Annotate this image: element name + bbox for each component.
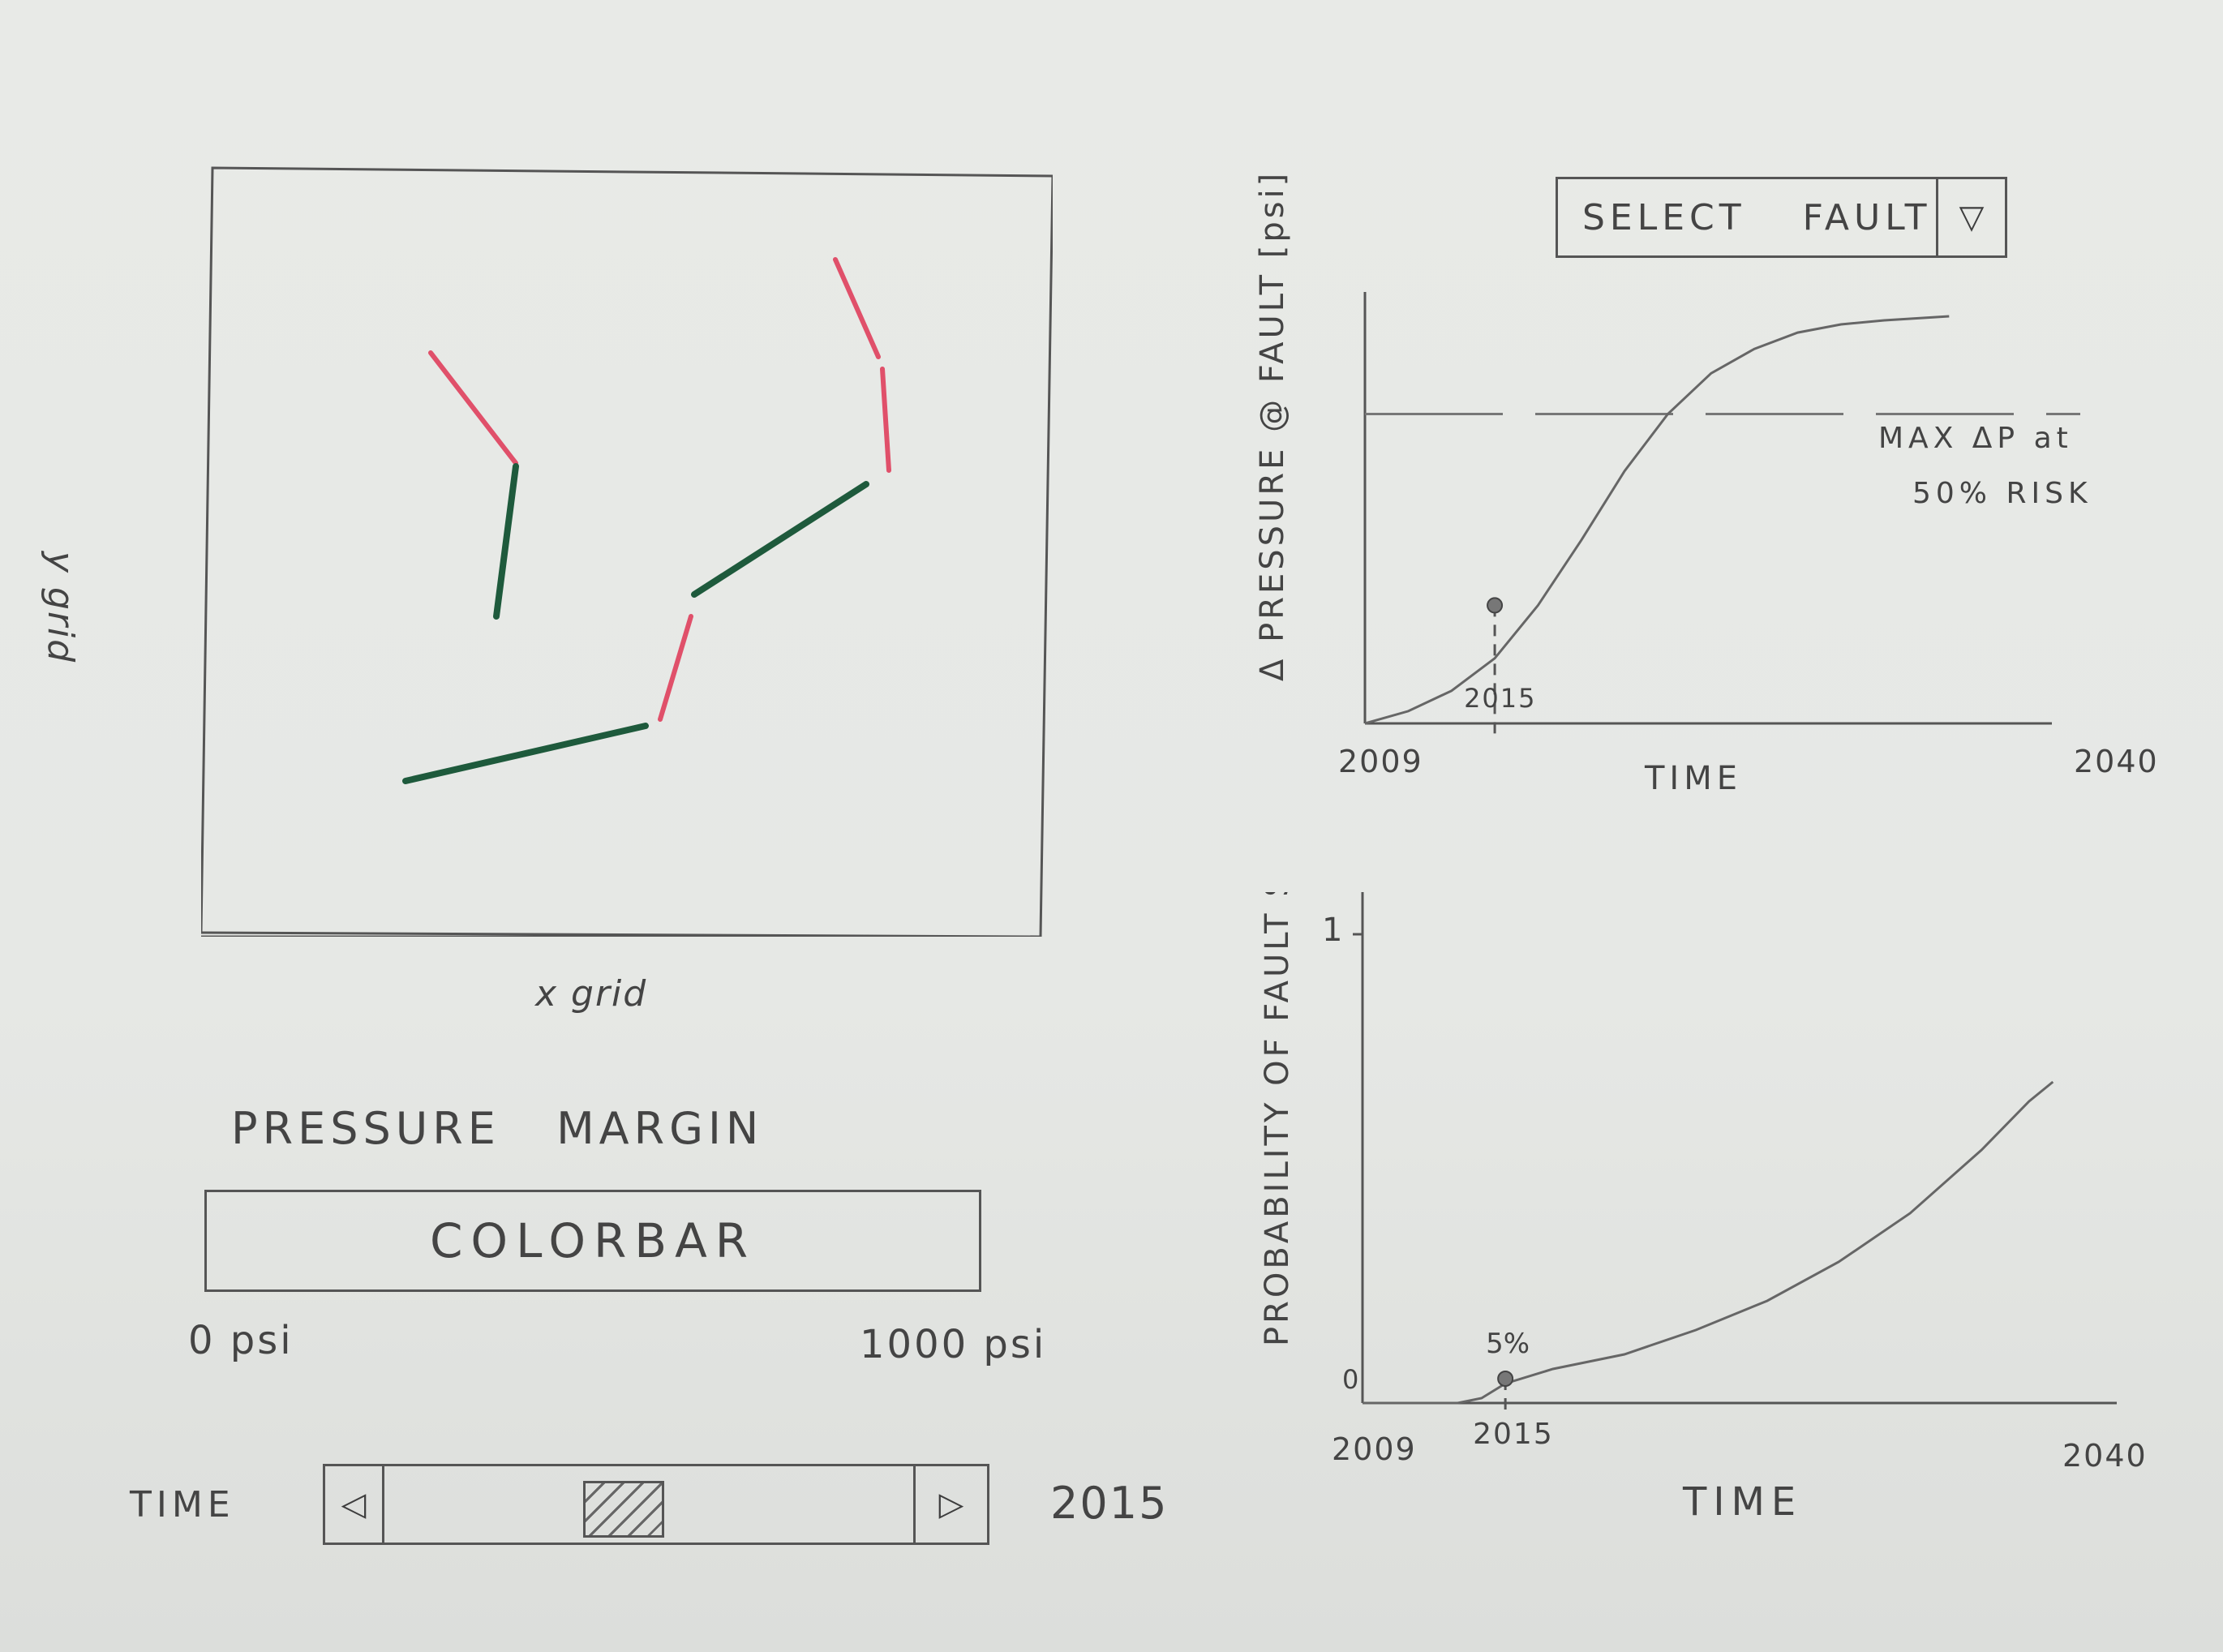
left-triangle-icon: ◁ [341, 1486, 367, 1523]
marker-label: 5% [1486, 1328, 1530, 1360]
colorbar-min-label: 0 psi [188, 1318, 294, 1363]
fault-select-dropdown[interactable]: SELECT FAULT ▽ [1556, 177, 2007, 258]
fault-select-label: SELECT FAULT [1582, 197, 1932, 238]
down-triangle-icon: ▽ [1959, 199, 1985, 236]
probability-series-line [1363, 1080, 2054, 1405]
fault-segment-safe[interactable] [493, 463, 519, 620]
fault-segment-risk[interactable] [658, 614, 693, 722]
tick-label-xmin: 2009 [1338, 744, 1423, 779]
fault-segment-safe[interactable] [402, 723, 649, 784]
probability-y-label: PROBABILITY OF FAULT SLIP [1259, 892, 1296, 1346]
time-next-button[interactable]: ▷ [913, 1466, 987, 1543]
tick-label-marker: 2015 [1473, 1418, 1554, 1451]
time-slider[interactable]: ◁ ▷ [323, 1464, 989, 1545]
threshold-label-line2: 50% RISK [1912, 477, 2092, 510]
probability-chart[interactable]: PROBABILITY OF FAULT SLIP TIME 0 1 2009 201… [1217, 892, 2223, 1622]
map-y-label: y grid [40, 551, 81, 664]
marker-label: 2015 [1464, 683, 1536, 714]
fault-segment-risk[interactable] [833, 257, 881, 359]
tick-label-xmax: 2040 [2062, 1438, 2148, 1474]
time-value: 2015 [1050, 1478, 1169, 1529]
pressure-chart[interactable]: Δ PRESSURE @ FAULT [psi] TIME MAX ΔP at … [1217, 162, 2223, 811]
right-triangle-icon: ▷ [938, 1486, 964, 1523]
pressure-y-label: Δ PRESSURE @ FAULT [psi] [1254, 170, 1291, 681]
threshold-label-line1: MAX ΔP at [1878, 422, 2073, 455]
marker-point[interactable] [1497, 1371, 1514, 1387]
tick-label-y1: 1 [1322, 912, 1342, 949]
tick-label-xmin: 2009 [1332, 1431, 1417, 1467]
pressure-chart-axes [1363, 292, 2052, 725]
time-prev-button[interactable]: ◁ [325, 1466, 384, 1543]
pressure-x-ticks: 2009 2040 2015 [1338, 683, 2159, 779]
fault-segment-risk[interactable] [428, 350, 518, 466]
probability-ticks: 0 1 2009 2015 2040 5% [1322, 912, 2148, 1474]
fault-segments[interactable] [402, 257, 891, 784]
colorbar-label: COLORBAR [429, 1213, 757, 1268]
fault-map[interactable] [201, 166, 1053, 937]
marker-point[interactable] [1487, 597, 1504, 614]
pressure-colorbar: COLORBAR [204, 1190, 981, 1292]
time-slider-thumb[interactable] [583, 1481, 664, 1538]
fault-select-arrow[interactable]: ▽ [1936, 179, 2005, 255]
pressure-x-label: TIME [1644, 760, 1742, 797]
pressure-marker[interactable] [1487, 597, 1504, 735]
fault-segment-risk[interactable] [880, 367, 891, 473]
tick-label-xmax: 2040 [2074, 744, 2159, 779]
colorbar-max-label: 1000 psi [860, 1322, 1047, 1367]
colorbar-title: PRESSURE MARGIN [231, 1103, 764, 1154]
time-slider-label: TIME [130, 1484, 235, 1525]
pressure-series-line [1364, 315, 1950, 725]
probability-marker[interactable] [1497, 1371, 1514, 1414]
probability-x-label: TIME [1682, 1479, 1802, 1525]
probability-chart-axes [1361, 892, 2117, 1405]
tick-label-y0: 0 [1342, 1364, 1358, 1395]
map-frame [201, 166, 1053, 937]
map-x-label: x grid [535, 973, 648, 1015]
fault-segment-safe[interactable] [691, 481, 869, 598]
